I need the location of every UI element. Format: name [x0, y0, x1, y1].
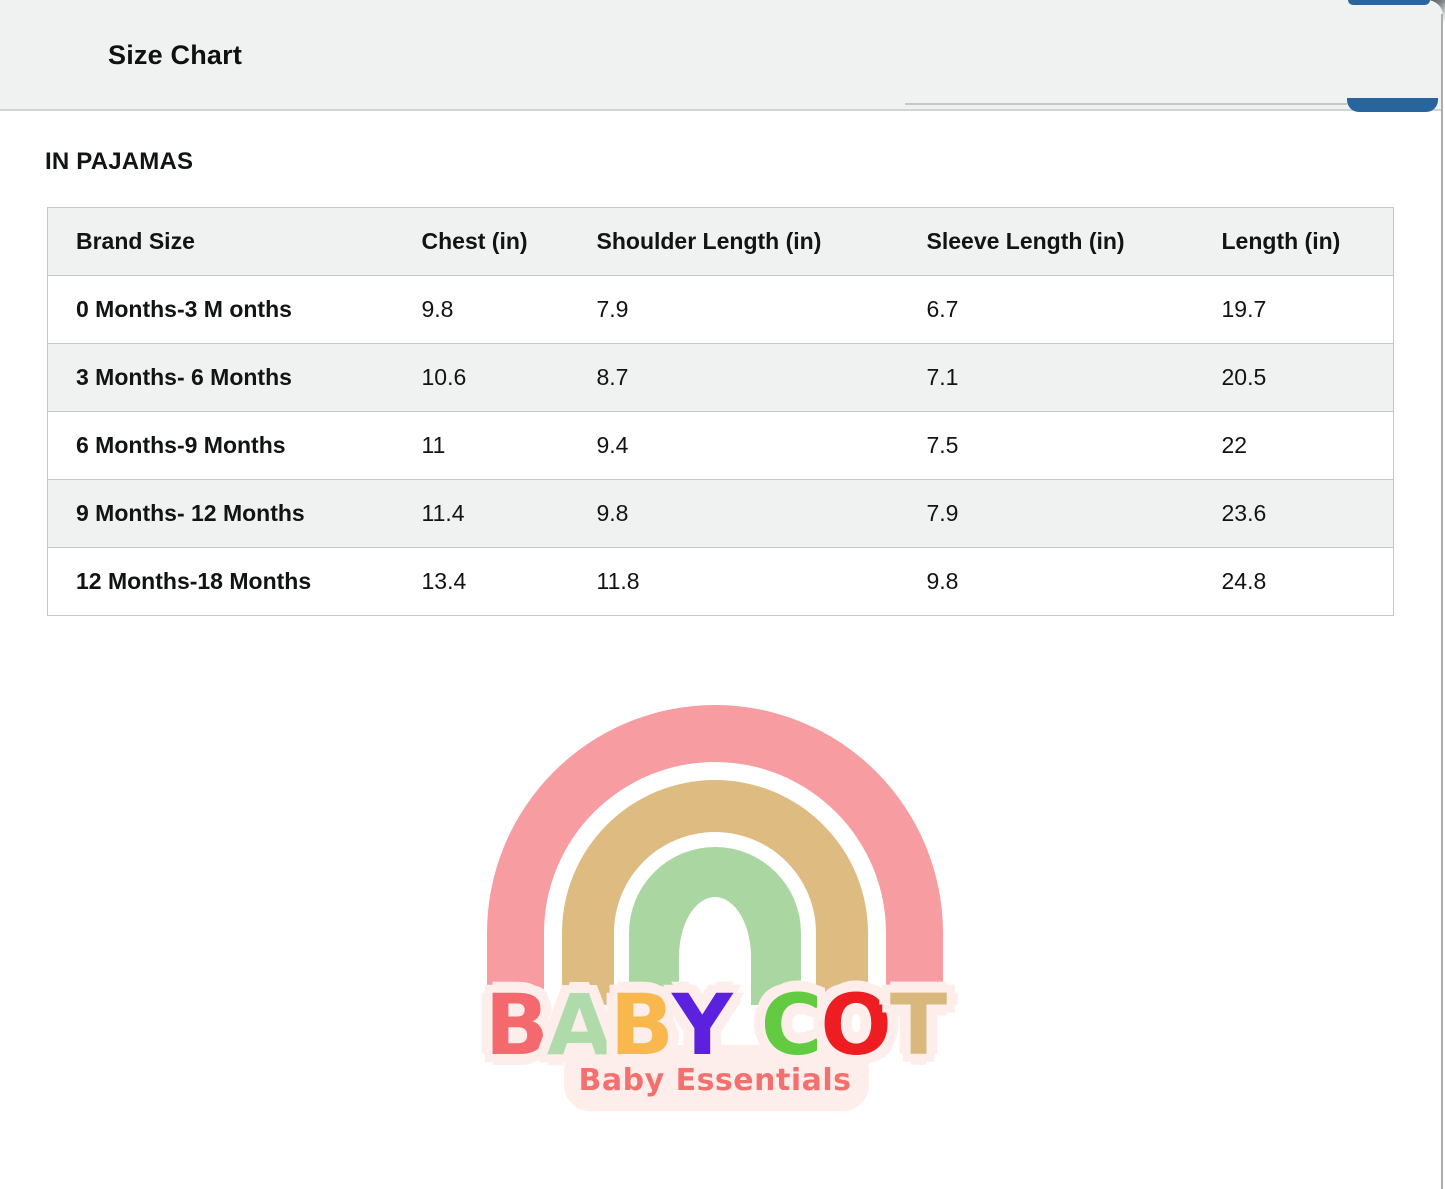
- chest-cell: 11: [395, 411, 571, 480]
- table-row: 6 Months-9 Months 11 9.4 7.5 22: [47, 411, 1394, 480]
- table-row: 9 Months- 12 Months 11.4 9.8 7.9 23.6: [47, 479, 1394, 548]
- column-header-length: Length (in): [1195, 207, 1394, 276]
- sleeve-cell: 6.7: [900, 275, 1196, 344]
- table-row: 0 Months-3 M onths 9.8 7.9 6.7 19.7: [47, 275, 1394, 344]
- chest-cell: 9.8: [395, 275, 571, 344]
- column-header-sleeve-length: Sleeve Length (in): [900, 207, 1196, 276]
- table-header-row: Brand Size Chest (in) Shoulder Length (i…: [47, 207, 1394, 276]
- table-row: 3 Months- 6 Months 10.6 8.7 7.1 20.5: [47, 343, 1394, 412]
- length-cell: 23.6: [1195, 479, 1394, 548]
- brand-size-cell: 12 Months-18 Months: [47, 547, 396, 616]
- unit-toggle-button-top-edge[interactable]: [1348, 0, 1430, 5]
- modal-right-border: [1441, 14, 1443, 1189]
- logo-subtitle-band: [564, 1045, 869, 1111]
- logo-letter: C: [760, 976, 823, 1074]
- chest-cell: 11.4: [395, 479, 571, 548]
- section-heading: IN PAJAMAS: [45, 148, 194, 175]
- length-cell: 24.8: [1195, 547, 1394, 616]
- column-header-chest: Chest (in): [395, 207, 571, 276]
- logo-letter: Y: [671, 976, 733, 1074]
- logo-letter: B: [484, 976, 549, 1074]
- length-cell: 19.7: [1195, 275, 1394, 344]
- shoulder-cell: 9.4: [570, 411, 901, 480]
- page-title: Size Chart: [108, 40, 243, 70]
- shoulder-cell: 9.8: [570, 479, 901, 548]
- brand-size-cell: 0 Months-3 M onths: [47, 275, 396, 344]
- brand-size-cell: 3 Months- 6 Months: [47, 343, 396, 412]
- logo-letter: A: [546, 976, 612, 1074]
- sleeve-cell: 9.8: [900, 547, 1196, 616]
- shoulder-cell: 8.7: [570, 343, 901, 412]
- column-header-brand-size: Brand Size: [47, 207, 396, 276]
- search-input-underline[interactable]: [905, 103, 1347, 105]
- logo-letter: O: [820, 976, 891, 1074]
- size-chart-table: Brand Size Chest (in) Shoulder Length (i…: [47, 207, 1394, 616]
- logo-wordmark: B A B Y C O T: [477, 983, 953, 1067]
- sleeve-cell: 7.5: [900, 411, 1196, 480]
- sleeve-cell: 7.1: [900, 343, 1196, 412]
- modal-header: Size Chart: [0, 0, 1443, 112]
- length-cell: 22: [1195, 411, 1394, 480]
- shoulder-cell: 11.8: [570, 547, 901, 616]
- brand-logo: B A B Y C O T Baby Essentials: [485, 705, 947, 1115]
- logo-letter: B: [609, 976, 674, 1074]
- logo-subtitle: Baby Essentials: [578, 1063, 852, 1098]
- rainbow-center-hole: [679, 897, 751, 1005]
- brand-size-cell: 6 Months-9 Months: [47, 411, 396, 480]
- brand-size-cell: 9 Months- 12 Months: [47, 479, 396, 548]
- table-row: 12 Months-18 Months 13.4 11.8 9.8 24.8: [47, 547, 1394, 616]
- sleeve-cell: 7.9: [900, 479, 1196, 548]
- shoulder-cell: 7.9: [570, 275, 901, 344]
- logo-letter: T: [889, 976, 947, 1074]
- length-cell: 20.5: [1195, 343, 1394, 412]
- column-header-shoulder-length: Shoulder Length (in): [570, 207, 901, 276]
- chest-cell: 10.6: [395, 343, 571, 412]
- unit-toggle-button-bottom-edge[interactable]: [1347, 98, 1438, 112]
- chest-cell: 13.4: [395, 547, 571, 616]
